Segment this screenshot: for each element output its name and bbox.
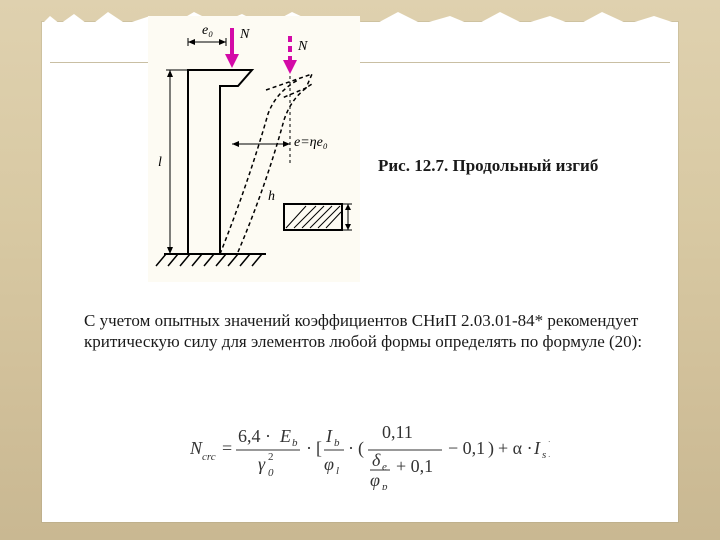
svg-text:γ: γ [258, 454, 266, 474]
svg-text:I: I [533, 438, 541, 458]
svg-text:·: · [306, 438, 312, 458]
svg-text:): ) [488, 438, 494, 459]
label-l: l [158, 155, 162, 170]
svg-text:(: ( [358, 438, 364, 459]
figure-caption: Рис. 12.7. Продольный изгиб [378, 156, 668, 176]
svg-text:+ 0,1: + 0,1 [396, 456, 433, 476]
svg-text:l: l [336, 465, 339, 477]
svg-text:]: ] [548, 438, 550, 458]
svg-text:·: · [348, 438, 354, 458]
svg-text:6,4 ·: 6,4 · [238, 426, 271, 446]
svg-text:I: I [325, 426, 333, 446]
formula: N crc = 6,4 · E b γ 2 0 · [ I b φ l · ( … [190, 410, 550, 490]
svg-text:s: s [542, 449, 546, 461]
slide: e₀ N N [0, 0, 720, 540]
svg-text:δ: δ [372, 450, 381, 470]
paragraph-text: С учетом опытных значений коэффициентов … [84, 310, 644, 353]
svg-text:b: b [334, 437, 340, 449]
svg-text:− 0,1: − 0,1 [448, 438, 485, 458]
svg-text:0,11: 0,11 [382, 422, 413, 442]
svg-text:crc: crc [202, 451, 216, 463]
svg-text:φ: φ [324, 454, 334, 474]
svg-text:E: E [279, 426, 291, 446]
label-N1: N [239, 27, 250, 42]
label-e-eq: e=ηe₀ [294, 135, 328, 150]
label-N2: N [297, 39, 308, 54]
svg-text:φ: φ [370, 470, 380, 490]
label-h: h [268, 189, 275, 204]
svg-text:+ α ·: + α · [498, 438, 533, 458]
svg-text:[: [ [316, 438, 322, 458]
svg-text:=: = [222, 438, 232, 458]
figure-diagram: e₀ N N [148, 14, 360, 284]
svg-text:0: 0 [268, 467, 274, 479]
label-e0: e₀ [202, 23, 213, 38]
svg-text:p: p [381, 481, 388, 490]
horizontal-rule [50, 62, 670, 63]
svg-text:e: e [382, 461, 387, 473]
svg-text:b: b [292, 437, 298, 449]
svg-text:2: 2 [268, 451, 274, 463]
